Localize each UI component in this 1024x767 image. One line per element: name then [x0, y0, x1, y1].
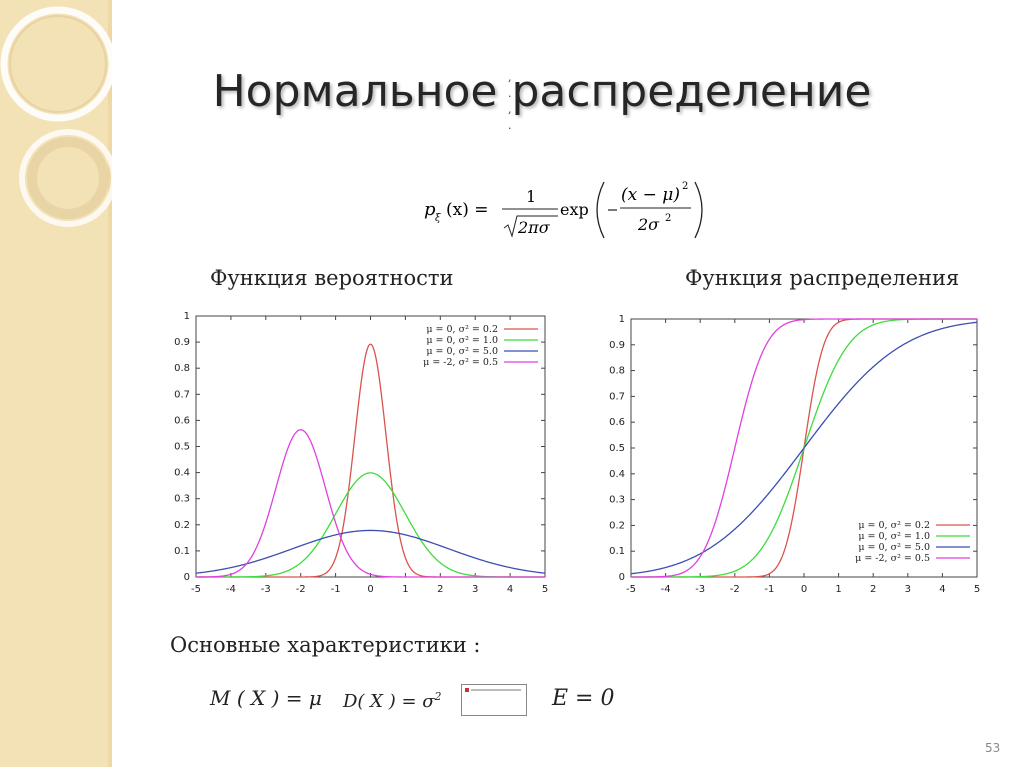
y-tick-label: 0.4 — [609, 469, 625, 480]
x-tick-label: 0 — [801, 584, 807, 595]
y-tick-label: 0.9 — [174, 337, 190, 348]
legend-label: μ = 0, σ² = 1.0 — [426, 335, 498, 346]
y-tick-label: 0.6 — [174, 415, 190, 426]
y-tick-label: 0.8 — [609, 366, 625, 377]
title-artifact-marks: ,.,. — [508, 70, 512, 134]
excess-formula: E = 0 — [552, 686, 614, 711]
y-tick-label: 0.4 — [174, 468, 190, 479]
x-tick-label: -5 — [191, 584, 201, 595]
y-tick-label: 0.2 — [609, 520, 625, 531]
y-tick-label: 0.8 — [174, 363, 190, 374]
x-tick-label: -2 — [296, 584, 306, 595]
mean-formula: M ( X ) = μ — [210, 686, 322, 710]
legend-label: μ = -2, σ² = 0.5 — [855, 553, 930, 564]
formula-inner-num-sup: 2 — [682, 181, 688, 192]
x-tick-label: 4 — [507, 584, 513, 595]
series-line — [196, 530, 545, 573]
broken-image-icon — [465, 688, 469, 692]
series-line — [196, 344, 545, 577]
x-tick-label: 2 — [437, 584, 443, 595]
y-tick-label: 0 — [184, 572, 190, 583]
y-tick-label: 0.3 — [609, 495, 625, 506]
y-tick-label: 0.9 — [609, 340, 625, 351]
cdf-caption: Функция распределения — [685, 266, 959, 290]
y-tick-label: 0.5 — [609, 443, 625, 454]
formula-exp: exp — [560, 200, 589, 219]
x-tick-label: 2 — [870, 584, 876, 595]
y-tick-label: 0.7 — [609, 391, 625, 402]
x-tick-label: -4 — [661, 584, 671, 595]
legend-label: μ = 0, σ² = 5.0 — [426, 346, 498, 357]
formula-inner-num: (x − μ) — [621, 185, 680, 205]
placeholder-line — [471, 689, 521, 691]
y-tick-label: 1 — [184, 311, 190, 322]
legend-label: μ = 0, σ² = 5.0 — [858, 542, 930, 553]
cdf-chart: 0 0.1 0.2 0.3 0.4 0.5 0.6 0.7 0.8 0.9 1 -5 -4 -3 -2 -1 0… — [598, 306, 994, 598]
pdf-chart: 0 0.1 0.2 0.3 0.4 0.5 0.6 0.7 0.8 0.9 1 -5 -4 -3 -2 -1 0… — [160, 306, 560, 598]
y-tick-label: 1 — [619, 314, 625, 325]
density-formula: p ξ (x) = 1 2πσ exp (x − μ) 2 2σ 2 — [420, 174, 710, 246]
characteristics-label: Основные характеристики : — [170, 633, 480, 657]
page-number: 53 — [985, 741, 1000, 755]
formula-lhs-sub: ξ — [435, 213, 441, 224]
variance-sup: 2 — [435, 690, 442, 703]
y-tick-label: 0.1 — [609, 546, 625, 557]
formula-num: 1 — [526, 187, 536, 206]
legend-label: μ = 0, σ² = 0.2 — [858, 520, 930, 531]
x-tick-label: -2 — [730, 584, 740, 595]
legend-label: μ = 0, σ² = 1.0 — [858, 531, 930, 542]
formula-inner-den-sup: 2 — [665, 213, 671, 224]
x-tick-label: -3 — [261, 584, 271, 595]
formula-inner-den: 2σ — [637, 215, 660, 234]
variance-formula: D( X ) = σ2 — [343, 690, 442, 712]
x-tick-label: 3 — [905, 584, 911, 595]
x-tick-label: -1 — [764, 584, 774, 595]
y-tick-label: 0.6 — [609, 417, 625, 428]
variance-text: D( X ) = σ — [343, 691, 435, 712]
x-tick-label: -3 — [695, 584, 705, 595]
formula-lhs-arg: (x) = — [446, 200, 489, 220]
x-tick-label: 5 — [542, 584, 548, 595]
x-tick-label: 1 — [835, 584, 841, 595]
x-tick-label: -1 — [331, 584, 341, 595]
y-tick-label: 0.1 — [174, 546, 190, 557]
y-tick-label: 0.2 — [174, 520, 190, 531]
embedded-object-placeholder — [461, 684, 527, 716]
y-tick-label: 0.7 — [174, 389, 190, 400]
x-tick-label: -5 — [626, 584, 636, 595]
x-tick-label: 3 — [472, 584, 478, 595]
legend-label: μ = -2, σ² = 0.5 — [423, 357, 498, 368]
x-tick-label: -4 — [226, 584, 236, 595]
y-tick-label: 0.5 — [174, 442, 190, 453]
y-tick-label: 0 — [619, 572, 625, 583]
x-tick-label: 0 — [367, 584, 373, 595]
slide-title: Нормальное распределение — [0, 66, 1024, 117]
series-line — [196, 430, 545, 577]
x-tick-label: 1 — [402, 584, 408, 595]
pdf-caption: Функция вероятности — [210, 266, 454, 290]
y-tick-label: 0.3 — [174, 494, 190, 505]
x-tick-label: 5 — [974, 584, 980, 595]
x-tick-label: 4 — [939, 584, 945, 595]
legend-label: μ = 0, σ² = 0.2 — [426, 324, 498, 335]
formula-den: 2πσ — [517, 218, 551, 237]
decorative-circles — [0, 0, 140, 260]
